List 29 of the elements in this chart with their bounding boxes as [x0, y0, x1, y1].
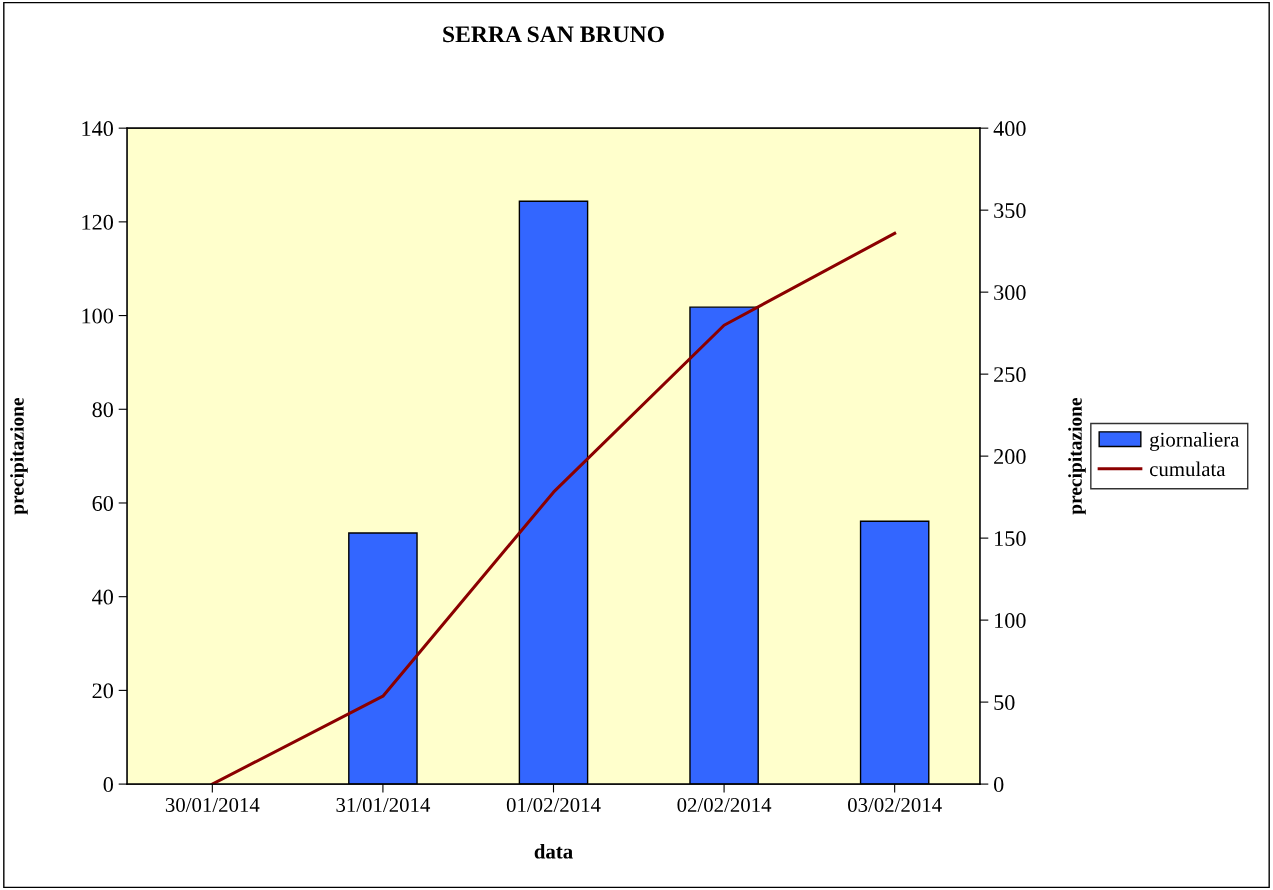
y2-tick-label: 400 — [993, 121, 1026, 137]
legend-label: giornaliera — [1150, 431, 1240, 451]
x-tick-label: 02/02/2014 — [677, 797, 772, 812]
y-tick-label: 60 — [92, 495, 113, 511]
x-axis-title: data — [534, 843, 573, 859]
chart-title: SERRA SAN BRUNO — [443, 26, 664, 43]
y2-axis-title: precipitazione — [1068, 397, 1086, 515]
y-tick-label: 0 — [103, 777, 113, 793]
x-tick-label: 31/01/2014 — [336, 797, 431, 812]
y2-tick-label: 50 — [994, 695, 1015, 711]
y2-tick-label: 100 — [995, 613, 1026, 629]
y2-tick-label: 350 — [994, 203, 1026, 219]
y-tick-label: 100 — [82, 308, 113, 324]
y2-tick-label: 300 — [994, 285, 1026, 301]
y-tick-label: 120 — [82, 214, 113, 230]
x-tick-label: 30/01/2014 — [165, 797, 260, 812]
y-tick-label: 40 — [92, 589, 113, 605]
y-tick-label: 20 — [92, 683, 113, 699]
y-tick-label: 80 — [92, 402, 113, 418]
x-tick-label: 01/02/2014 — [506, 797, 601, 812]
line-series — [210, 231, 897, 785]
y2-tick-label: 200 — [994, 449, 1026, 465]
x-tick-label: 03/02/2014 — [848, 797, 942, 812]
y-tick-label: 140 — [82, 121, 113, 137]
y2-tick-label: 250 — [994, 367, 1026, 383]
y2-tick-label: 150 — [995, 531, 1026, 547]
y2-tick-label: 0 — [994, 777, 1004, 793]
legend-label: cumulata — [1149, 461, 1226, 477]
y-axis-title: precipitazione — [10, 397, 28, 515]
